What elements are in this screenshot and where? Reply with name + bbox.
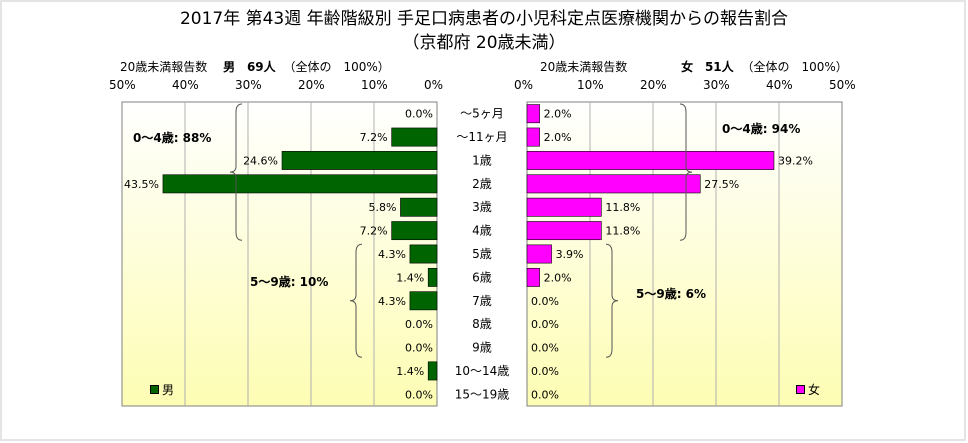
category-label: 6歳 <box>472 270 492 284</box>
category-label: 7歳 <box>472 294 492 308</box>
male-data-label: 7.2% <box>360 225 388 238</box>
female-axis-tick: 20% <box>640 78 667 92</box>
female-data-label: 27.5% <box>704 178 739 191</box>
male-data-label: 0.0% <box>405 318 433 331</box>
female-data-label: 2.0% <box>544 131 572 144</box>
female-bar <box>526 104 540 124</box>
male-bar <box>409 244 438 264</box>
female-header-sex: 女 <box>681 60 694 74</box>
male-axis-tick: 30% <box>235 78 262 92</box>
female-bar <box>526 267 540 287</box>
male-axis-tick: 20% <box>298 78 325 92</box>
female-bar <box>526 197 602 217</box>
female-bar <box>526 151 775 170</box>
female-axis-tick: 0% <box>514 78 534 92</box>
female-bar <box>526 221 602 241</box>
male-group-brace <box>229 103 243 241</box>
male-data-label: 43.5% <box>124 178 159 191</box>
category-label: 4歳 <box>472 224 492 238</box>
female-data-label: 3.9% <box>556 248 584 261</box>
category-label: 9歳 <box>472 341 492 355</box>
female-axis-tick: 50% <box>829 78 856 92</box>
female-data-label: 2.0% <box>544 271 572 284</box>
female-header: 20歳未満報告数 女 51人 （全体の 100%） <box>540 58 848 75</box>
category-label: 5歳 <box>472 247 492 261</box>
category-label: 3歳 <box>472 200 492 214</box>
female-data-label: 2.0% <box>544 108 572 121</box>
female-data-label: 39.2% <box>778 154 813 167</box>
male-header-caption: 20歳未満報告数 <box>120 60 208 74</box>
male-data-label: 7.2% <box>360 131 388 144</box>
female-data-label: 0.0% <box>531 318 559 331</box>
female-header-count: 51人 <box>704 60 734 74</box>
male-bar <box>391 127 438 147</box>
female-data-label: 11.8% <box>605 225 640 238</box>
male-axis-tick: 0% <box>424 78 444 92</box>
legend-male: 男 <box>150 381 174 398</box>
male-data-label: 24.6% <box>243 154 278 167</box>
male-group-label: 5～9歳: 10% <box>250 274 328 289</box>
male-header: 20歳未満報告数 男 69人 （全体の 100%） <box>120 58 390 75</box>
male-data-label: 0.0% <box>405 388 433 401</box>
male-data-label: 0.0% <box>405 342 433 355</box>
female-data-label: 11.8% <box>605 201 640 214</box>
female-bar <box>526 244 552 264</box>
category-label: ～11ヶ月 <box>456 130 507 144</box>
female-axis-tick: 10% <box>577 78 604 92</box>
category-label: 1歳 <box>472 153 492 167</box>
male-data-label: 4.3% <box>378 248 406 261</box>
legend-female: 女 <box>796 381 820 398</box>
legend-male-swatch <box>150 385 159 394</box>
female-header-note: （全体の 100%） <box>741 60 848 74</box>
male-bar <box>427 267 438 287</box>
male-bar <box>400 197 438 217</box>
male-data-label: 5.8% <box>369 201 397 214</box>
male-header-sex: 男 <box>223 60 236 74</box>
male-bar <box>409 291 438 311</box>
male-bar <box>427 361 438 381</box>
chart-title: 2017年 第43週 年齢階級別 手足口病患者の小児科定点医療機関からの報告割合 <box>179 9 789 29</box>
female-axis-tick: 30% <box>703 78 730 92</box>
female-group-label: 5～9歳: 6% <box>636 286 706 301</box>
legend-female-swatch <box>796 385 805 394</box>
male-data-label: 4.3% <box>378 295 406 308</box>
female-group-brace <box>605 243 619 358</box>
category-label: ～5ヶ月 <box>460 107 504 121</box>
female-group-label: 0～4歳: 94% <box>722 121 800 136</box>
female-header-caption: 20歳未満報告数 <box>540 60 628 74</box>
female-data-label: 0.0% <box>531 295 559 308</box>
category-label: 8歳 <box>472 317 492 331</box>
male-group-label: 0～4歳: 88% <box>133 130 211 145</box>
male-axis-tick: 40% <box>172 78 199 92</box>
male-data-label: 1.4% <box>396 271 424 284</box>
male-group-brace <box>349 243 363 358</box>
male-data-label: 1.4% <box>396 365 424 378</box>
legend-male-label: 男 <box>162 383 175 397</box>
female-bar <box>526 127 540 147</box>
chart-subtitle: （京都府 20歳未満） <box>402 33 566 53</box>
male-bar <box>391 221 438 241</box>
category-label: 2歳 <box>472 177 492 191</box>
legend-female-label: 女 <box>808 383 821 397</box>
male-header-note: （全体の 100%） <box>283 60 390 74</box>
male-header-count: 69人 <box>246 60 276 74</box>
category-label: 10～14歳 <box>455 364 510 378</box>
male-data-label: 0.0% <box>405 108 433 121</box>
male-bar <box>281 151 438 170</box>
female-group-brace <box>679 103 693 241</box>
category-label: 15～19歳 <box>455 387 510 401</box>
male-axis-tick: 50% <box>109 78 136 92</box>
female-data-label: 0.0% <box>531 342 559 355</box>
female-axis-tick: 40% <box>766 78 793 92</box>
male-axis-tick: 10% <box>361 78 388 92</box>
female-bar <box>526 174 701 194</box>
female-data-label: 0.0% <box>531 365 559 378</box>
male-bar <box>162 174 438 194</box>
female-data-label: 0.0% <box>531 388 559 401</box>
